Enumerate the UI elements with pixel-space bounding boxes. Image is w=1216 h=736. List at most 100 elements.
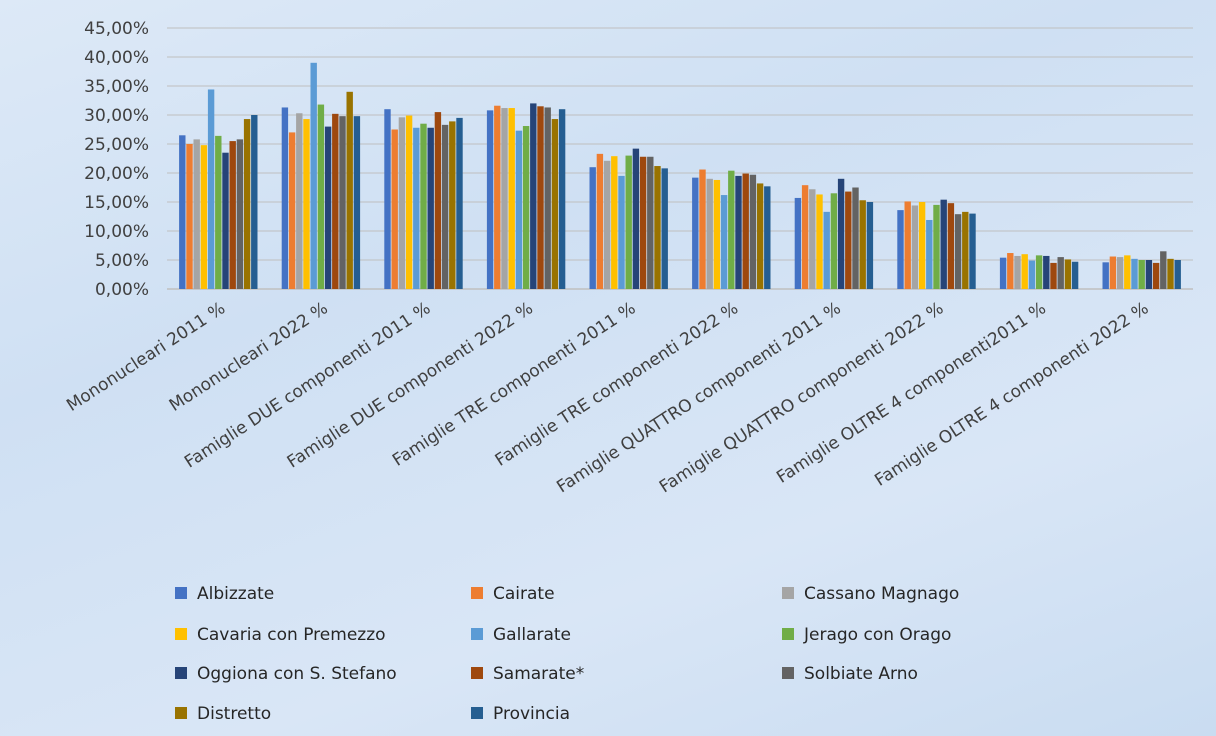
bar: [735, 175, 742, 289]
bar: [837, 178, 845, 289]
bar: [1064, 259, 1072, 289]
bar: [625, 155, 632, 289]
bar: [1057, 257, 1064, 289]
bar: [441, 124, 449, 289]
bar: [413, 127, 420, 289]
bar: [537, 106, 544, 289]
legend-label: Albizzate: [197, 584, 274, 604]
bar: [494, 105, 501, 289]
bar: [1102, 262, 1109, 289]
bar: [449, 121, 456, 289]
bar: [288, 132, 296, 289]
bar: [522, 126, 530, 290]
bar: [749, 174, 757, 289]
legend-swatch: [782, 667, 794, 679]
legend-label: Gallarate: [493, 625, 571, 645]
bar: [816, 194, 823, 289]
y-tick-label: 30,00%: [84, 106, 149, 126]
bar: [947, 203, 955, 289]
bar: [852, 187, 859, 289]
bar: [699, 169, 706, 289]
bar: [1050, 262, 1057, 289]
bar: [954, 214, 962, 289]
bar: [1131, 258, 1138, 289]
bar: [692, 177, 699, 289]
bar: [251, 115, 258, 289]
bar: [1043, 255, 1050, 289]
bar: [859, 200, 866, 289]
legend-label: Solbiate Arno: [804, 664, 918, 684]
bar: [661, 168, 668, 289]
bar: [551, 119, 559, 289]
legend-swatch: [471, 667, 483, 679]
y-tick-label: 20,00%: [84, 164, 149, 184]
legend: Albizzate Cairate Cassano Magnago Cavaria c…: [175, 584, 959, 724]
bar: [632, 148, 640, 289]
bar: [384, 109, 391, 289]
bar: [391, 129, 398, 289]
bar: [296, 113, 303, 289]
bar: [969, 213, 976, 289]
bar: [1014, 255, 1021, 289]
legend-label: Jerago con Orago: [803, 625, 951, 645]
bar: [764, 186, 771, 289]
bar: [801, 185, 809, 289]
bar: [1152, 262, 1160, 289]
bar: [1028, 260, 1036, 289]
legend-swatch: [175, 667, 187, 679]
legend-label: Cairate: [493, 584, 555, 604]
bar: [558, 109, 566, 289]
bar: [728, 170, 735, 289]
y-tick-label: 15,00%: [84, 193, 149, 213]
bar: [603, 160, 611, 289]
bar: [530, 103, 537, 290]
bar: [456, 117, 463, 290]
bar: [866, 202, 874, 289]
bar: [713, 179, 721, 289]
bar: [911, 205, 919, 289]
bar: [830, 193, 838, 289]
bar: [639, 156, 647, 289]
bars: [179, 62, 1181, 290]
bar: [398, 117, 406, 289]
legend-label: Cassano Magnago: [804, 584, 959, 604]
bar: [222, 152, 229, 289]
bar: [926, 219, 933, 289]
bar: [794, 197, 802, 289]
bar: [193, 139, 200, 289]
bar: [200, 145, 208, 289]
bar: [515, 130, 523, 289]
legend-label: Samarate*: [493, 664, 584, 684]
bar: [1116, 257, 1124, 289]
bar: [1007, 253, 1014, 289]
bar: [918, 202, 926, 289]
legend-swatch: [175, 707, 187, 719]
bar: [1174, 260, 1181, 289]
bar: [611, 156, 618, 289]
bar: [346, 91, 353, 289]
bar: [427, 127, 434, 289]
y-tick-label: 25,00%: [84, 135, 149, 155]
y-tick-label: 35,00%: [84, 77, 149, 97]
legend-swatch: [782, 628, 794, 640]
bar: [405, 115, 413, 289]
bar: [1124, 255, 1131, 289]
bar: [742, 173, 749, 289]
bar: [647, 156, 654, 289]
bar: [179, 135, 186, 289]
legend-swatch: [782, 587, 794, 599]
bar: [823, 211, 830, 289]
bar: [215, 135, 222, 289]
bar: [353, 116, 361, 289]
legend-swatch: [175, 628, 187, 640]
legend-swatch: [471, 628, 483, 640]
bar: [317, 104, 325, 289]
y-tick-label: 45,00%: [84, 19, 149, 39]
bar: [962, 211, 969, 289]
bar: [486, 110, 494, 289]
bar: [999, 257, 1007, 289]
legend-label: Provincia: [493, 704, 570, 724]
x-axis-categories: Mononucleari 2011 %Mononucleari 2022 %Fa…: [63, 298, 1152, 497]
bar: [186, 144, 193, 289]
y-tick-label: 5,00%: [95, 251, 149, 271]
